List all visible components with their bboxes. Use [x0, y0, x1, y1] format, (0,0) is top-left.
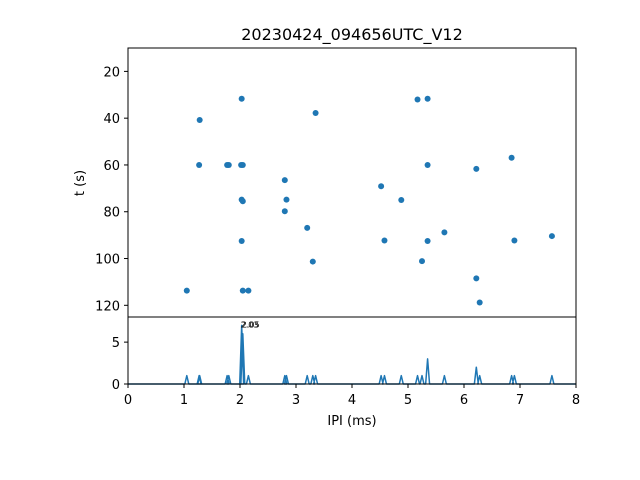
scatter-plot-frame	[127, 47, 577, 318]
histogram-y-tick-label: 0	[112, 378, 120, 393]
histogram-line	[128, 324, 576, 385]
scatter-point	[473, 275, 480, 282]
scatter-point	[476, 299, 483, 306]
scatter-point	[424, 161, 431, 168]
scatter-point	[196, 117, 203, 124]
scatter-point	[304, 224, 311, 231]
scatter-y-tick-label: 100	[95, 253, 120, 268]
histogram-series	[128, 324, 576, 385]
chart-title: 20230424_094656UTC_V12	[241, 25, 463, 45]
histogram-x-tick-label: 1	[180, 393, 188, 408]
scatter-point	[381, 237, 388, 244]
scatter-panel: 20 40 60 80 100 120 t (s)	[73, 47, 577, 318]
histogram-annotations: 2.032.05	[241, 320, 260, 329]
scatter-y-tick-label: 80	[103, 206, 120, 221]
scatter-points	[183, 95, 555, 306]
histogram-plot-frame	[127, 316, 577, 385]
scatter-point	[183, 287, 190, 294]
scatter-point	[508, 154, 515, 161]
histogram-peak-annotation: 2.05	[242, 320, 260, 329]
scatter-point	[511, 237, 518, 244]
scatter-point	[312, 110, 319, 117]
histogram-x-tick-label: 3	[292, 393, 300, 408]
scatter-point	[225, 161, 232, 168]
scatter-point	[239, 198, 246, 205]
histogram-x-tick-label: 7	[516, 393, 524, 408]
scatter-point	[281, 208, 288, 215]
scatter-y-tick-label: 120	[95, 299, 120, 314]
scatter-y-tick-label: 60	[103, 159, 120, 174]
scatter-point	[239, 161, 246, 168]
scatter-point	[378, 183, 385, 190]
histogram-x-tick-label: 6	[460, 393, 468, 408]
scatter-y-ticks: 20 40 60 80 100 120	[95, 65, 128, 314]
scatter-point	[196, 161, 203, 168]
scatter-point	[441, 229, 448, 236]
histogram-x-tick-label: 0	[124, 393, 132, 408]
histogram-x-tick-label: 2	[236, 393, 244, 408]
scatter-point	[473, 165, 480, 172]
histogram-x-tick-label: 8	[572, 393, 580, 408]
scatter-point	[245, 287, 252, 294]
scatter-point	[281, 177, 288, 184]
scatter-point	[398, 197, 405, 204]
scatter-point	[424, 95, 431, 102]
scatter-y-axis-label: t (s)	[73, 170, 88, 196]
histogram-y-tick-label: 5	[112, 336, 120, 351]
scatter-point	[238, 237, 245, 244]
histogram-x-tick-label: 4	[348, 393, 356, 408]
scatter-point	[548, 233, 555, 240]
histogram-x-axis-label: IPI (ms)	[327, 414, 376, 429]
histogram-x-tick-label: 5	[404, 393, 412, 408]
scatter-point	[419, 258, 425, 265]
scatter-point	[414, 96, 421, 103]
histogram-x-ticks: 0 1 2 3 4 5 6 7 8	[124, 384, 580, 408]
scatter-point	[283, 196, 290, 203]
scatter-point	[238, 95, 245, 102]
histogram-peak-annotation: 2.03	[241, 320, 259, 329]
scatter-y-tick-label: 20	[103, 65, 120, 80]
scatter-point	[424, 237, 431, 244]
scatter-point	[239, 287, 246, 294]
scatter-y-tick-label: 40	[103, 112, 120, 127]
histogram-y-ticks: 05	[112, 336, 128, 393]
scatter-point	[309, 258, 316, 265]
